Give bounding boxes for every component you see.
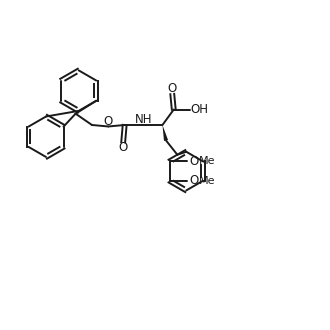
Text: O: O [104, 115, 113, 128]
Text: O: O [189, 174, 198, 187]
Text: OH: OH [191, 103, 209, 116]
Text: O: O [118, 141, 128, 154]
Text: NH: NH [135, 113, 152, 125]
Text: Me: Me [199, 176, 216, 186]
Text: O: O [168, 82, 177, 95]
Polygon shape [162, 125, 168, 141]
Text: Me: Me [199, 156, 216, 166]
Text: O: O [189, 155, 198, 168]
